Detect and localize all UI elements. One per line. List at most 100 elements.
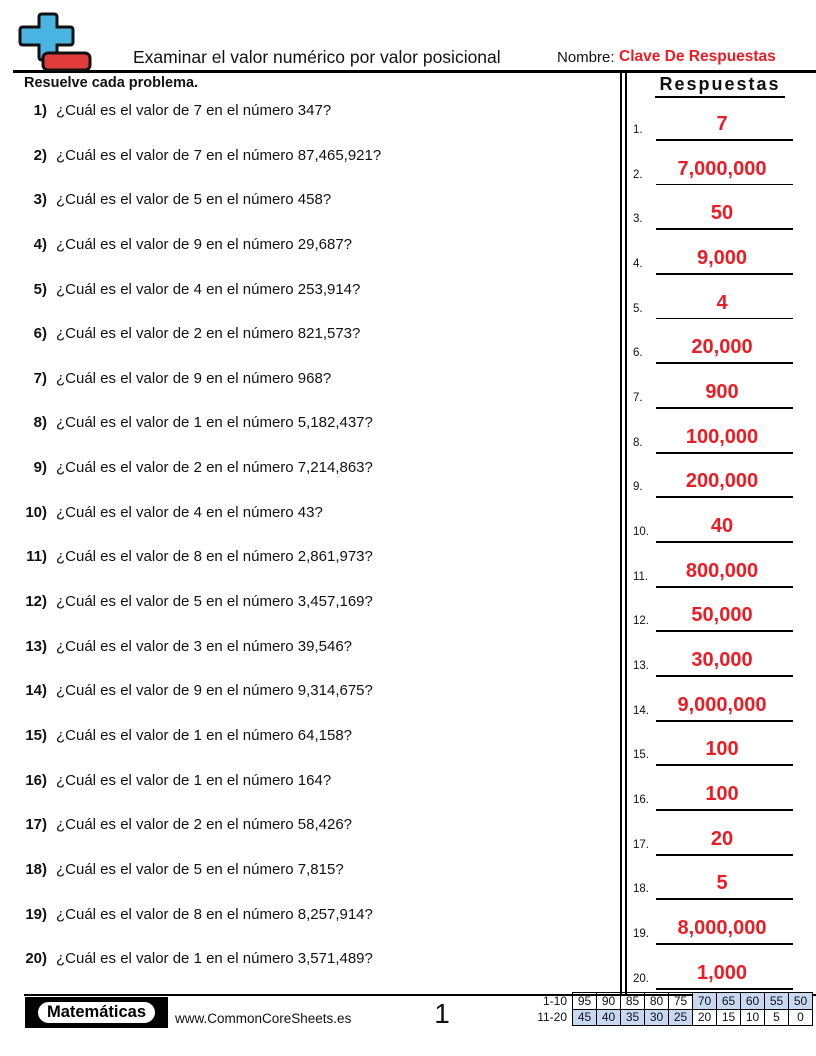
- question-number: 19): [25, 905, 47, 923]
- answer-value: 100: [705, 738, 739, 761]
- answer-row: 16. 100: [628, 768, 812, 813]
- answer-blank-line: [656, 273, 793, 275]
- question-number: 8): [33, 414, 47, 432]
- answer-value: 4: [716, 291, 728, 314]
- name-label: Nombre:: [557, 49, 615, 66]
- question-row: 16) ¿Cuál es el valor de 1 en el número …: [0, 771, 614, 816]
- question-number: 20): [25, 950, 47, 968]
- question-text: ¿Cuál es el valor de 8 en el número 2,86…: [56, 548, 373, 566]
- question-row: 14) ¿Cuál es el valor de 9 en el número …: [0, 681, 614, 726]
- question-text: ¿Cuál es el valor de 4 en el número 43?: [56, 503, 323, 521]
- answer-blank-line: [656, 362, 793, 365]
- answer-number: 7.: [633, 392, 643, 405]
- question-text: ¿Cuál es el valor de 3 en el número 39,5…: [56, 637, 353, 655]
- answer-blank-line: [656, 585, 793, 588]
- answer-value: 800,000: [685, 559, 759, 582]
- grade-range-label: 11-20: [537, 1010, 567, 1025]
- answer-blank-line: [656, 764, 793, 767]
- question-number: 18): [25, 860, 47, 878]
- answer-number: 17.: [633, 838, 649, 851]
- answer-key-label: Clave De Respuestas: [619, 48, 776, 65]
- answer-value: 40: [710, 515, 734, 538]
- answer-value: 200,000: [685, 470, 759, 493]
- grade-score-cell: 75: [668, 992, 693, 1010]
- answer-number: 5.: [633, 302, 643, 315]
- answer-value: 20,000: [691, 336, 753, 359]
- grade-score-cell: 5: [764, 1008, 789, 1026]
- answer-row: 15. 100: [628, 723, 812, 768]
- grade-score-cell: 40: [596, 1008, 621, 1026]
- question-number: 1): [33, 102, 47, 119]
- questions-list: 1) ¿Cuál es el valor de 7 en el número 3…: [0, 101, 614, 994]
- answer-row: 8. 100,000: [628, 411, 812, 456]
- answer-number: 9.: [633, 481, 643, 494]
- question-row: 12) ¿Cuál es el valor de 5 en el número …: [0, 592, 614, 637]
- answer-row: 4. 9,000: [628, 232, 812, 277]
- grade-score-cell: 80: [644, 992, 669, 1010]
- answer-blank-line: [656, 139, 793, 141]
- answer-row: 19. 8,000,000: [628, 902, 812, 947]
- question-row: 15) ¿Cuál es el valor de 1 en el número …: [0, 726, 614, 771]
- grade-row: 1-10 95 90 85 80 75 70 65 60 55 50: [533, 992, 813, 1010]
- question-text: ¿Cuál es el valor de 9 en el número 29,6…: [56, 235, 353, 253]
- question-row: 10) ¿Cuál es el valor de 4 en el número …: [0, 503, 614, 548]
- answer-blank-line: [656, 541, 793, 543]
- brand-badge: Matemáticas: [25, 997, 168, 1028]
- answer-value: 30,000: [691, 649, 753, 672]
- question-number: 17): [25, 816, 47, 834]
- answer-row: 9. 200,000: [628, 455, 812, 500]
- grade-score-cell: 30: [644, 1008, 669, 1026]
- question-row: 7) ¿Cuál es el valor de 9 en el número 9…: [0, 369, 614, 414]
- grade-score-cell: 70: [692, 992, 717, 1010]
- question-number: 13): [25, 637, 47, 655]
- answer-blank-line: [656, 183, 793, 186]
- question-row: 3) ¿Cuál es el valor de 5 en el número 4…: [0, 190, 614, 235]
- grade-score-cell: 95: [572, 992, 597, 1010]
- question-number: 16): [25, 771, 47, 789]
- question-text: ¿Cuál es el valor de 5 en el número 3,45…: [56, 593, 373, 611]
- website-url: www.CommonCoreSheets.es: [175, 1011, 352, 1026]
- answer-number: 2.: [633, 168, 643, 181]
- question-row: 2) ¿Cuál es el valor de 7 en el número 8…: [0, 146, 614, 191]
- answer-value: 9,000,000: [677, 693, 767, 716]
- grade-score-cell: 50: [788, 992, 813, 1010]
- question-row: 4) ¿Cuál es el valor de 9 en el número 2…: [0, 235, 614, 280]
- question-text: ¿Cuál es el valor de 2 en el número 58,4…: [56, 816, 353, 834]
- answer-number: 11.: [633, 570, 649, 583]
- footer-rule: [24, 994, 816, 996]
- question-text: ¿Cuál es el valor de 5 en el número 458?: [56, 191, 332, 209]
- question-text: ¿Cuál es el valor de 9 en el número 9,31…: [56, 682, 373, 700]
- answer-row: 17. 20: [628, 813, 812, 858]
- answer-blank-line: [656, 898, 793, 901]
- answer-number: 10.: [633, 526, 649, 539]
- answer-row: 1. 7: [628, 98, 812, 143]
- answer-number: 6.: [633, 347, 643, 360]
- answer-value: 7: [716, 113, 728, 135]
- question-row: 19) ¿Cuál es el valor de 8 en el número …: [0, 905, 614, 950]
- answer-blank-line: [656, 987, 793, 990]
- answer-row: 7. 900: [628, 366, 812, 411]
- question-text: ¿Cuál es el valor de 4 en el número 253,…: [56, 280, 361, 298]
- answer-row: 13. 30,000: [628, 634, 812, 679]
- grade-range-label: 1-10: [542, 993, 567, 1008]
- header-rule: [13, 70, 816, 73]
- answer-number: 13.: [633, 660, 649, 673]
- answer-number: 12.: [633, 615, 649, 628]
- answer-value: 50: [710, 202, 734, 225]
- answer-row: 6. 20,000: [628, 321, 812, 366]
- grade-score-cell: 15: [716, 1008, 741, 1026]
- answer-number: 8.: [633, 436, 643, 449]
- grade-row: 11-20 45 40 35 30 25 20 15 10 5 0: [533, 1008, 813, 1026]
- answers-header: Respuestas: [628, 74, 812, 98]
- minus-icon: [41, 51, 92, 72]
- column-divider: [620, 70, 627, 995]
- question-text: ¿Cuál es el valor de 8 en el número 8,25…: [56, 905, 373, 923]
- answer-blank-line: [656, 719, 793, 722]
- question-text: ¿Cuál es el valor de 1 en el número 164?: [56, 771, 332, 789]
- question-row: 17) ¿Cuál es el valor de 2 en el número …: [0, 815, 614, 860]
- question-text: ¿Cuál es el valor de 7 en el número 347?: [56, 102, 332, 119]
- answer-value: 1,000: [696, 961, 748, 984]
- question-row: 6) ¿Cuál es el valor de 2 en el número 8…: [0, 324, 614, 369]
- question-text: ¿Cuál es el valor de 1 en el número 5,18…: [56, 414, 373, 432]
- answer-value: 5: [716, 872, 728, 895]
